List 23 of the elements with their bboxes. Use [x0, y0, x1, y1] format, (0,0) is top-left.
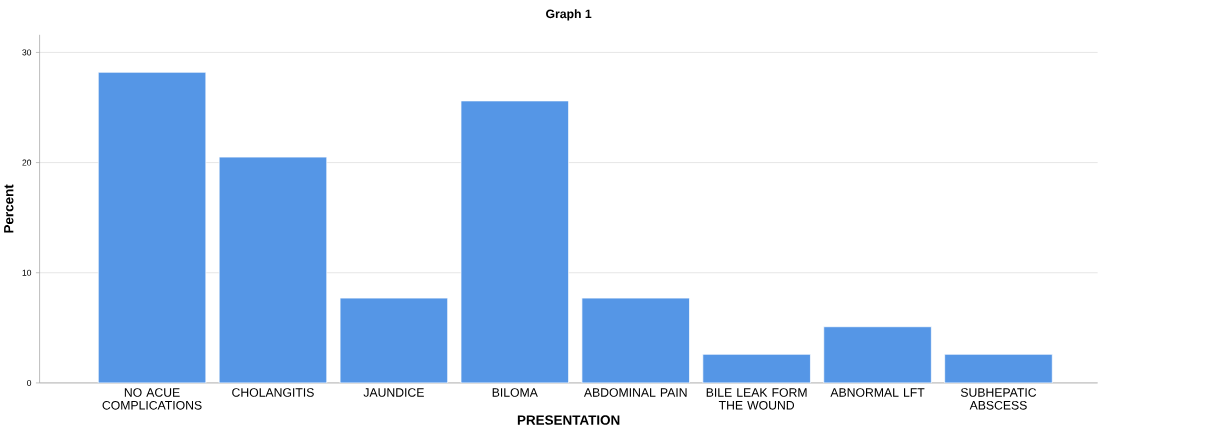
- y-tick-label: 10: [22, 269, 32, 276]
- x-tick-label: BILE LEAK FORM THE WOUND: [706, 387, 807, 410]
- y-tick-label: 30: [22, 49, 32, 56]
- y-axis-title: Percent: [4, 184, 14, 233]
- x-tick-label: JAUNDICE: [363, 387, 424, 397]
- y-tick-label: 20: [22, 159, 32, 166]
- y-tick-label: 0: [27, 379, 32, 386]
- x-tick-label: ABNORMAL LFT: [830, 387, 925, 397]
- x-tick-label: SUBHEPATIC ABSCESS: [960, 387, 1037, 410]
- bar: [339, 297, 449, 383]
- x-tick-label: BILOMA: [492, 387, 538, 397]
- bar: [823, 326, 932, 383]
- chart-title: Graph 1: [546, 8, 592, 21]
- bar: [702, 353, 811, 383]
- bar: [460, 100, 569, 383]
- x-tick-label: CHOLANGITIS: [232, 387, 314, 397]
- bar: [97, 71, 207, 383]
- x-tick-label: ABDOMINAL PAIN: [583, 387, 687, 397]
- bar: [218, 156, 328, 383]
- bar: [581, 297, 690, 383]
- x-tick-label: NO ACUE COMPLICATIONS: [102, 387, 202, 410]
- x-axis-title: PRESENTATION: [517, 415, 620, 425]
- bar: [944, 353, 1053, 383]
